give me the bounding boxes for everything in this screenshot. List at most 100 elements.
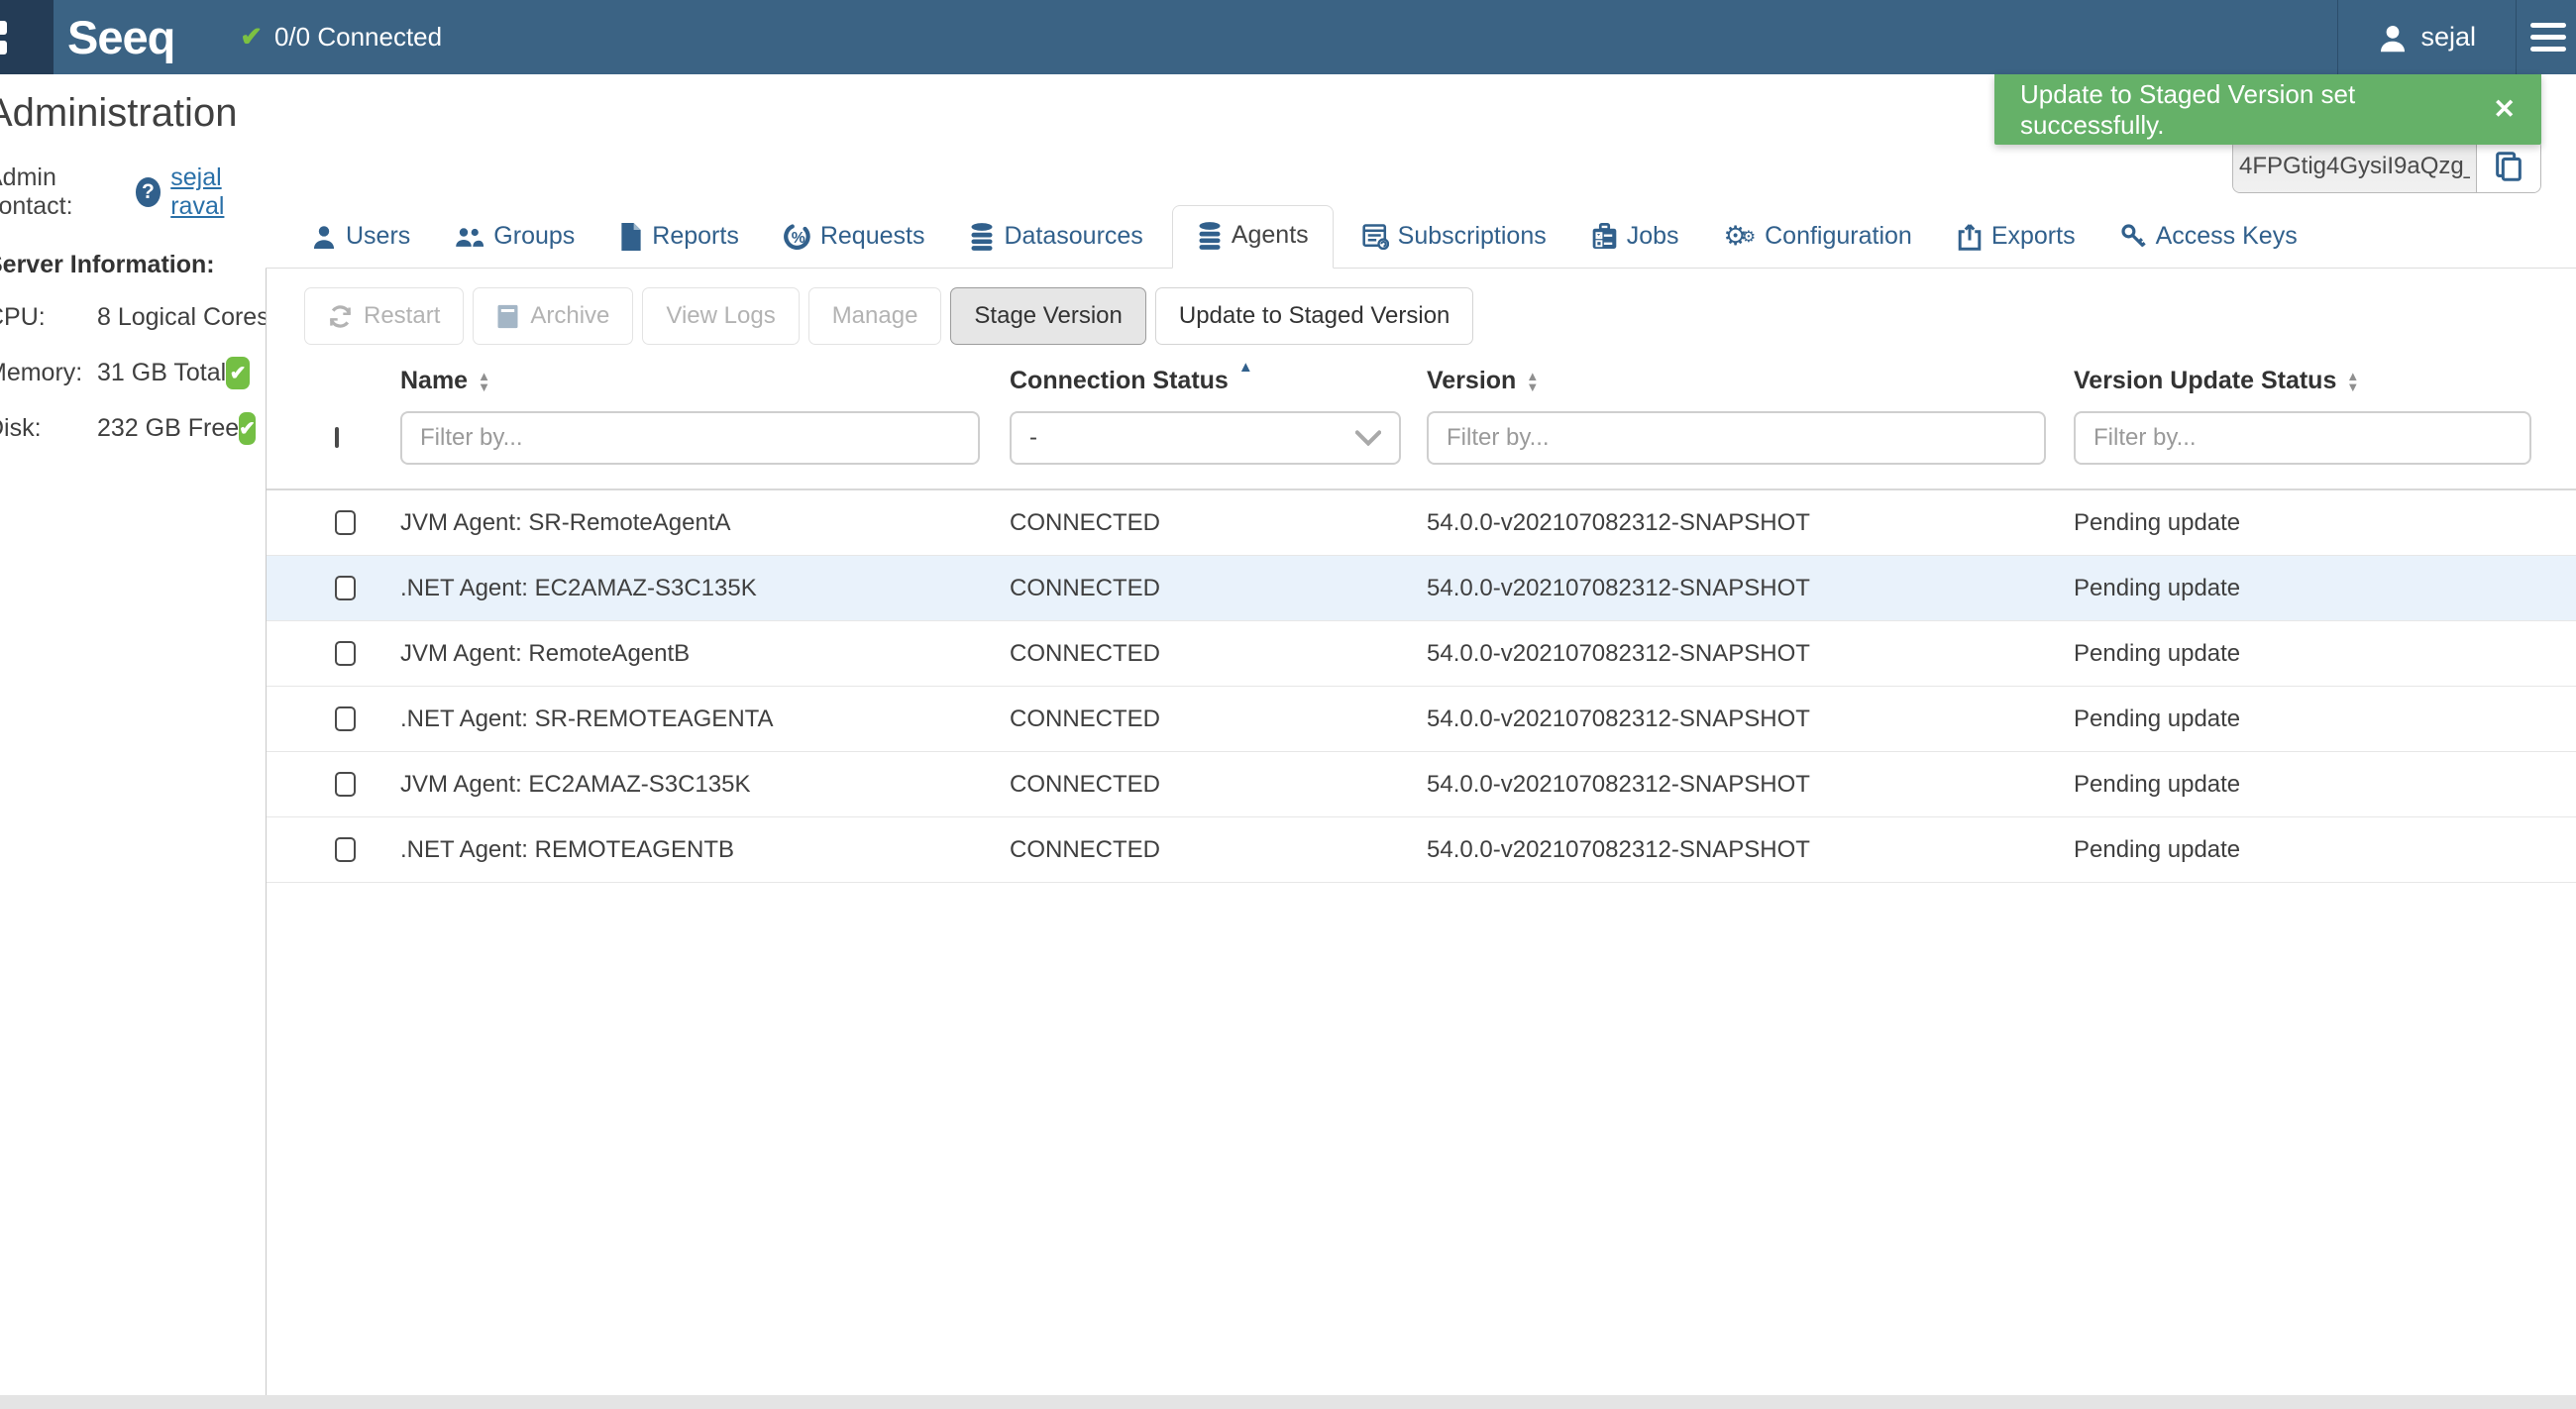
navbar-right-group: sejal bbox=[2337, 0, 2576, 74]
table-row[interactable]: .NET Agent: REMOTEAGENTB CONNECTED 54.0.… bbox=[267, 817, 2576, 883]
stat-label: Disk: bbox=[0, 414, 97, 443]
table-row[interactable]: JVM Agent: RemoteAgentB CONNECTED 54.0.0… bbox=[267, 621, 2576, 687]
users-icon bbox=[455, 224, 484, 250]
table-row[interactable]: .NET Agent: SR-REMOTEAGENTA CONNECTED 54… bbox=[267, 687, 2576, 752]
close-icon[interactable]: ✕ bbox=[2493, 94, 2516, 125]
name-filter-input[interactable] bbox=[400, 411, 980, 465]
tab-jobs[interactable]: Jobs bbox=[1575, 207, 1695, 268]
top-navbar: Seeq ✔ 0/0 Connected sejal bbox=[0, 0, 2576, 74]
status-ok-badge: ✔ bbox=[226, 357, 250, 389]
agents-toolbar: Restart Archive View Logs Manage Stage V… bbox=[267, 287, 2576, 345]
page-title: Administration bbox=[0, 91, 266, 136]
tab-requests[interactable]: % Requests bbox=[768, 207, 941, 268]
connection-status-value: CONNECTED bbox=[1010, 509, 1427, 537]
update-status-value: Pending update bbox=[2074, 771, 2576, 799]
stat-value: 31 GB Total bbox=[97, 359, 226, 387]
tab-datasources[interactable]: Datasources bbox=[953, 207, 1158, 268]
tab-users[interactable]: Users bbox=[295, 207, 426, 268]
select-all-checkbox[interactable] bbox=[335, 427, 339, 448]
stat-label: Memory: bbox=[0, 359, 97, 387]
toast-message: Update to Staged Version set successfull… bbox=[2020, 79, 2493, 141]
row-checkbox[interactable] bbox=[335, 837, 356, 862]
row-checkbox[interactable] bbox=[335, 510, 356, 535]
horizontal-scrollbar[interactable] bbox=[0, 1395, 2576, 1409]
update-status-value: Pending update bbox=[2074, 705, 2576, 733]
column-header-name[interactable]: Name ▲▼ bbox=[400, 367, 1010, 395]
tab-label: Datasources bbox=[1004, 222, 1142, 251]
table-row[interactable]: .NET Agent: EC2AMAZ-S3C135K CONNECTED 54… bbox=[267, 556, 2576, 621]
version-value: 54.0.0-v202107082312-SNAPSHOT bbox=[1427, 836, 2074, 864]
agents-table-body: JVM Agent: SR-RemoteAgentA CONNECTED 54.… bbox=[267, 488, 2576, 883]
connection-status-value: CONNECTED bbox=[1010, 771, 1427, 799]
admin-contact-link[interactable]: sejal raval bbox=[170, 163, 266, 221]
success-toast: Update to Staged Version set successfull… bbox=[1994, 74, 2541, 145]
grid-icon bbox=[0, 21, 7, 35]
manage-button[interactable]: Manage bbox=[808, 287, 942, 345]
admin-contact-label: Admin contact: bbox=[0, 163, 126, 221]
application-window: Seeq ✔ 0/0 Connected sejal Update to Sta… bbox=[0, 0, 2576, 1409]
tab-configuration[interactable]: ⚙⚙ Configuration bbox=[1708, 207, 1928, 268]
connection-status-value: CONNECTED bbox=[1010, 575, 1427, 602]
user-icon bbox=[2378, 23, 2408, 53]
column-label: Connection Status bbox=[1010, 367, 1229, 395]
connection-status-value: CONNECTED bbox=[1010, 705, 1427, 733]
archive-button[interactable]: Archive bbox=[473, 287, 633, 345]
user-icon bbox=[311, 224, 337, 250]
tab-label: Exports bbox=[1991, 222, 2076, 251]
selected-option: - bbox=[1029, 424, 1037, 452]
sort-icon: ▲▼ bbox=[478, 371, 490, 392]
table-row[interactable]: JVM Agent: SR-RemoteAgentA CONNECTED 54.… bbox=[267, 490, 2576, 556]
update-to-staged-version-button[interactable]: Update to Staged Version bbox=[1155, 287, 1474, 345]
stage-version-button[interactable]: Stage Version bbox=[950, 287, 1145, 345]
svg-text:%: % bbox=[792, 229, 805, 246]
agent-name: JVM Agent: RemoteAgentB bbox=[400, 640, 1010, 668]
tab-agents[interactable]: Agents bbox=[1172, 205, 1334, 269]
restart-button[interactable]: Restart bbox=[304, 287, 464, 345]
tab-access-keys[interactable]: Access Keys bbox=[2104, 207, 2313, 268]
server-info-heading: Server Information: bbox=[0, 251, 266, 279]
update-status-value: Pending update bbox=[2074, 509, 2576, 537]
seeq-logo[interactable]: Seeq bbox=[67, 10, 174, 64]
admin-sidebar: Administration Admin contact: ? sejal ra… bbox=[0, 74, 266, 1409]
archive-icon bbox=[496, 304, 519, 329]
tab-label: Access Keys bbox=[2156, 222, 2298, 251]
copy-button[interactable] bbox=[2477, 140, 2540, 192]
sort-icon: ▲▼ bbox=[1526, 371, 1539, 392]
table-row[interactable]: JVM Agent: EC2AMAZ-S3C135K CONNECTED 54.… bbox=[267, 752, 2576, 817]
column-header-version-update-status[interactable]: Version Update Status ▲▼ bbox=[2074, 367, 2576, 395]
tab-exports[interactable]: Exports bbox=[1941, 207, 2092, 268]
file-icon bbox=[619, 223, 643, 251]
help-icon[interactable]: ? bbox=[136, 177, 161, 207]
row-checkbox[interactable] bbox=[335, 706, 356, 731]
grid-icon bbox=[0, 41, 7, 54]
percent-gauge-icon: % bbox=[784, 223, 811, 251]
version-filter-input[interactable] bbox=[1427, 411, 2046, 465]
tab-label: Jobs bbox=[1627, 222, 1679, 251]
view-logs-button[interactable]: View Logs bbox=[642, 287, 799, 345]
page-body: Administration Admin contact: ? sejal ra… bbox=[0, 74, 2576, 1409]
nav-home-button[interactable] bbox=[0, 0, 54, 74]
tab-label: Users bbox=[346, 222, 410, 251]
row-checkbox[interactable] bbox=[335, 772, 356, 797]
tab-reports[interactable]: Reports bbox=[603, 207, 755, 268]
connection-status-value: CONNECTED bbox=[1010, 836, 1427, 864]
access-key-field[interactable] bbox=[2233, 140, 2477, 192]
column-header-version[interactable]: Version ▲▼ bbox=[1427, 367, 2074, 395]
button-label: Stage Version bbox=[974, 302, 1122, 330]
tab-subscriptions[interactable]: Subscriptions bbox=[1346, 207, 1562, 268]
column-header-connection-status[interactable]: Connection Status ▲ bbox=[1010, 367, 1427, 395]
user-menu[interactable]: sejal bbox=[2338, 0, 2516, 74]
hamburger-menu-icon[interactable] bbox=[2517, 0, 2576, 74]
row-checkbox[interactable] bbox=[335, 576, 356, 600]
row-checkbox[interactable] bbox=[335, 641, 356, 666]
button-label: Restart bbox=[364, 302, 440, 330]
tab-groups[interactable]: Groups bbox=[439, 207, 590, 268]
version-value: 54.0.0-v202107082312-SNAPSHOT bbox=[1427, 705, 2074, 733]
update-status-value: Pending update bbox=[2074, 575, 2576, 602]
connection-status-filter-select[interactable]: - bbox=[1010, 411, 1401, 465]
stat-value: 232 GB Free bbox=[97, 414, 239, 443]
button-label: View Logs bbox=[666, 302, 775, 330]
agent-name: JVM Agent: SR-RemoteAgentA bbox=[400, 509, 1010, 537]
status-ok-badge: ✔ bbox=[239, 412, 256, 445]
version-update-status-filter-input[interactable] bbox=[2074, 411, 2531, 465]
